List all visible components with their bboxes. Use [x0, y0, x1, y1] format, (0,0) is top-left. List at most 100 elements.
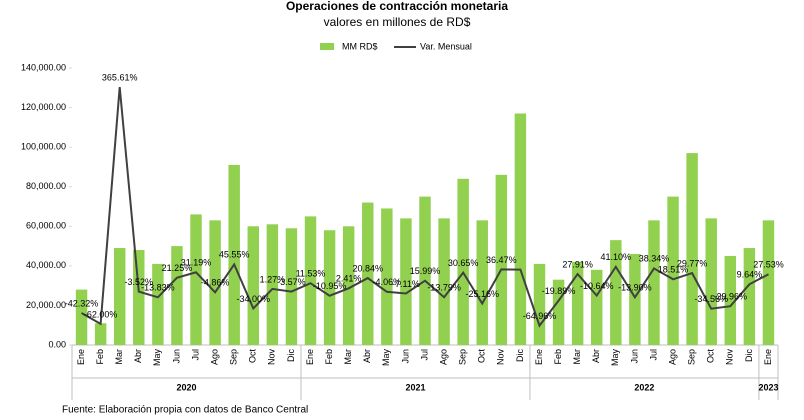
data-label: -34.56% [694, 294, 728, 304]
source-note: Fuente: Elaboración propia con datos de … [62, 405, 308, 416]
data-label: 21.25% [162, 263, 193, 273]
bar [400, 218, 412, 345]
x-tick-label: May [381, 349, 391, 367]
x-tick-label: Jul [648, 349, 658, 361]
bar [629, 253, 641, 345]
data-label: -34.00% [237, 294, 271, 304]
x-tick-label: Feb [553, 349, 563, 365]
bar [285, 228, 298, 345]
year-label: 2020 [176, 382, 196, 392]
bar [495, 174, 508, 345]
data-label: -7.11% [392, 279, 420, 289]
x-tick-label: Abr [133, 349, 143, 363]
bar [419, 196, 431, 345]
x-tick-label: Ene [534, 349, 544, 365]
x-tick-label: Sep [458, 349, 468, 365]
y-tick-label: 80,000.00 [26, 181, 66, 191]
bar [705, 218, 717, 345]
legend-label: MM RD$ [342, 41, 378, 51]
x-tick-label: Jun [629, 349, 639, 364]
bar [75, 289, 88, 345]
bar [476, 220, 488, 345]
bar [514, 113, 527, 345]
x-tick-label: Dic [286, 349, 296, 362]
bar [381, 208, 393, 345]
x-tick-label: Jun [400, 349, 410, 364]
y-tick-label: 140,000.00 [21, 62, 66, 72]
data-label: 31.19% [181, 258, 212, 268]
x-tick-label: Mar [114, 349, 124, 365]
x-tick-label: Feb [324, 349, 334, 365]
data-label: 9.64% [737, 270, 763, 280]
y-tick-label: 100,000.00 [21, 142, 66, 152]
data-label: -4.06% [373, 277, 402, 287]
data-label: -42.32% [65, 298, 99, 308]
x-tick-label: Nov [725, 349, 735, 366]
x-tick-label: Sep [687, 349, 697, 365]
bar [152, 263, 164, 345]
data-label: 1.27% [260, 274, 286, 284]
data-label: -3.52% [125, 277, 154, 287]
bar [667, 196, 679, 345]
bar [552, 279, 565, 345]
bar [113, 248, 126, 345]
bar [533, 263, 546, 345]
x-tick-label: Ago [667, 349, 677, 365]
chart-subtitle: valores en millones de RD$ [324, 15, 471, 29]
bar [228, 164, 240, 345]
data-label: -13.83% [141, 283, 175, 293]
data-label: -62.00% [84, 309, 118, 319]
data-label: 15.99% [410, 266, 441, 276]
data-label: -10.64% [580, 281, 614, 291]
data-label: -4.86% [201, 278, 230, 288]
year-label: 2023 [758, 382, 778, 392]
bar [94, 323, 107, 345]
data-label: 20.84% [352, 263, 383, 273]
data-label: 11.53% [296, 269, 326, 279]
x-tick-label: Dic [515, 349, 525, 362]
bar [133, 250, 145, 345]
chart-title: Operaciones de contracción monetaria [286, 0, 508, 13]
y-tick-label: 0.00 [48, 339, 66, 349]
data-label: 2.41% [336, 274, 362, 284]
x-tick-label: Jul [190, 349, 200, 361]
data-label: -25.16% [465, 289, 499, 299]
x-tick-label: Abr [362, 349, 372, 363]
data-label: -29.96% [714, 292, 748, 302]
line [81, 87, 769, 328]
data-label: -13.90% [618, 283, 652, 293]
bar [304, 216, 317, 345]
x-tick-label: Oct [706, 349, 716, 364]
data-label: 27.53% [753, 260, 784, 270]
y-tick-label: 20,000.00 [26, 300, 66, 310]
x-tick-label: Ene [76, 349, 86, 365]
x-tick-label: Jul [419, 349, 429, 361]
x-tick-label: Feb [95, 349, 105, 365]
x-tick-label: Nov [496, 349, 506, 366]
x-tick-label: Oct [477, 349, 487, 364]
data-label: 41.10% [601, 252, 632, 262]
x-tick-label: Jun [171, 349, 181, 364]
data-label: 45.55% [219, 250, 250, 260]
year-label: 2022 [634, 382, 654, 392]
data-label: 30.65% [448, 258, 479, 268]
data-label: 29.77% [677, 258, 708, 268]
data-label: 365.61% [102, 72, 138, 82]
x-tick-label: Dic [744, 349, 754, 362]
data-label: -13.79% [427, 283, 461, 293]
bar [342, 226, 355, 345]
y-tick-label: 60,000.00 [26, 221, 66, 231]
x-tick-label: Sep [229, 349, 239, 365]
data-label: -19.89% [542, 286, 576, 296]
data-label: 27.91% [562, 260, 593, 270]
x-tick-label: May [610, 349, 620, 367]
x-tick-label: Ago [209, 349, 219, 365]
bar [266, 224, 279, 345]
bar [171, 246, 183, 345]
data-label: -64.96% [523, 311, 557, 321]
bar [648, 220, 660, 345]
bar [209, 220, 221, 345]
bar [610, 240, 622, 345]
data-label: -3.57% [277, 277, 306, 287]
